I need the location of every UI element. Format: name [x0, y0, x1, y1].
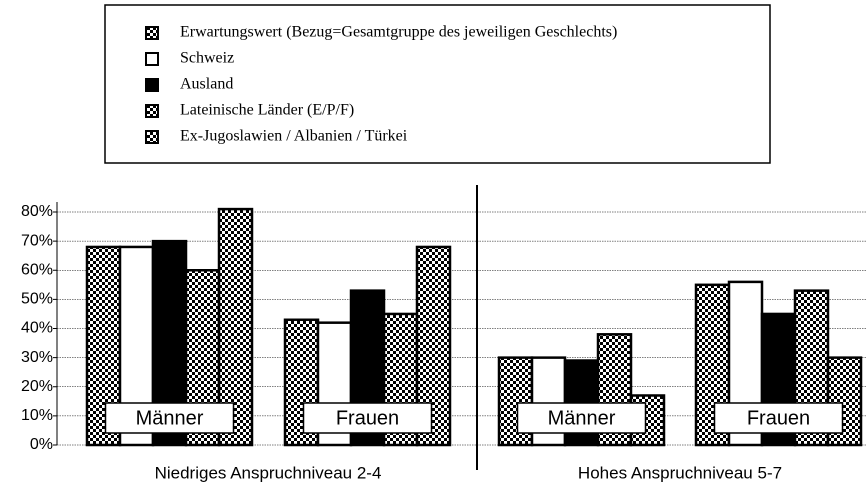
y-tick-label: 40%	[21, 320, 53, 337]
category-box	[516, 402, 647, 434]
y-tick-label: 70%	[21, 232, 53, 249]
y-tick-label: 30%	[21, 349, 53, 366]
legend-label: Erwartungswert (Bezug=Gesamtgruppe des j…	[180, 24, 617, 41]
legend-label: Ex-Jugoslawien / Albanien / Türkei	[180, 128, 408, 145]
legend-box	[104, 4, 771, 164]
legend-swatch	[145, 104, 159, 118]
y-tick-label: 80%	[21, 203, 53, 220]
category-label: Frauen	[747, 407, 810, 429]
y-tick-label: 20%	[21, 378, 53, 395]
category-box	[302, 402, 433, 434]
category-label: Männer	[548, 407, 616, 429]
category-label: Männer	[136, 407, 204, 429]
legend-label: Lateinische Länder (E/P/F)	[180, 102, 354, 119]
legend-swatch	[145, 130, 159, 144]
legend-swatch	[145, 26, 159, 40]
legend-swatch	[145, 52, 159, 66]
y-tick-label: 10%	[21, 407, 53, 424]
legend-label: Schweiz	[180, 50, 234, 67]
category-box	[104, 402, 235, 434]
legend-label: Ausland	[180, 76, 233, 93]
y-tick-label: 50%	[21, 291, 53, 308]
group-label: Hohes Anspruchniveau 5-7	[578, 463, 782, 482]
legend-swatch	[145, 78, 159, 92]
y-tick-label: 0%	[30, 436, 53, 453]
category-box	[713, 402, 844, 434]
group-label: Niedriges Anspruchniveau 2-4	[155, 463, 382, 482]
category-label: Frauen	[336, 407, 399, 429]
y-tick-label: 60%	[21, 261, 53, 278]
